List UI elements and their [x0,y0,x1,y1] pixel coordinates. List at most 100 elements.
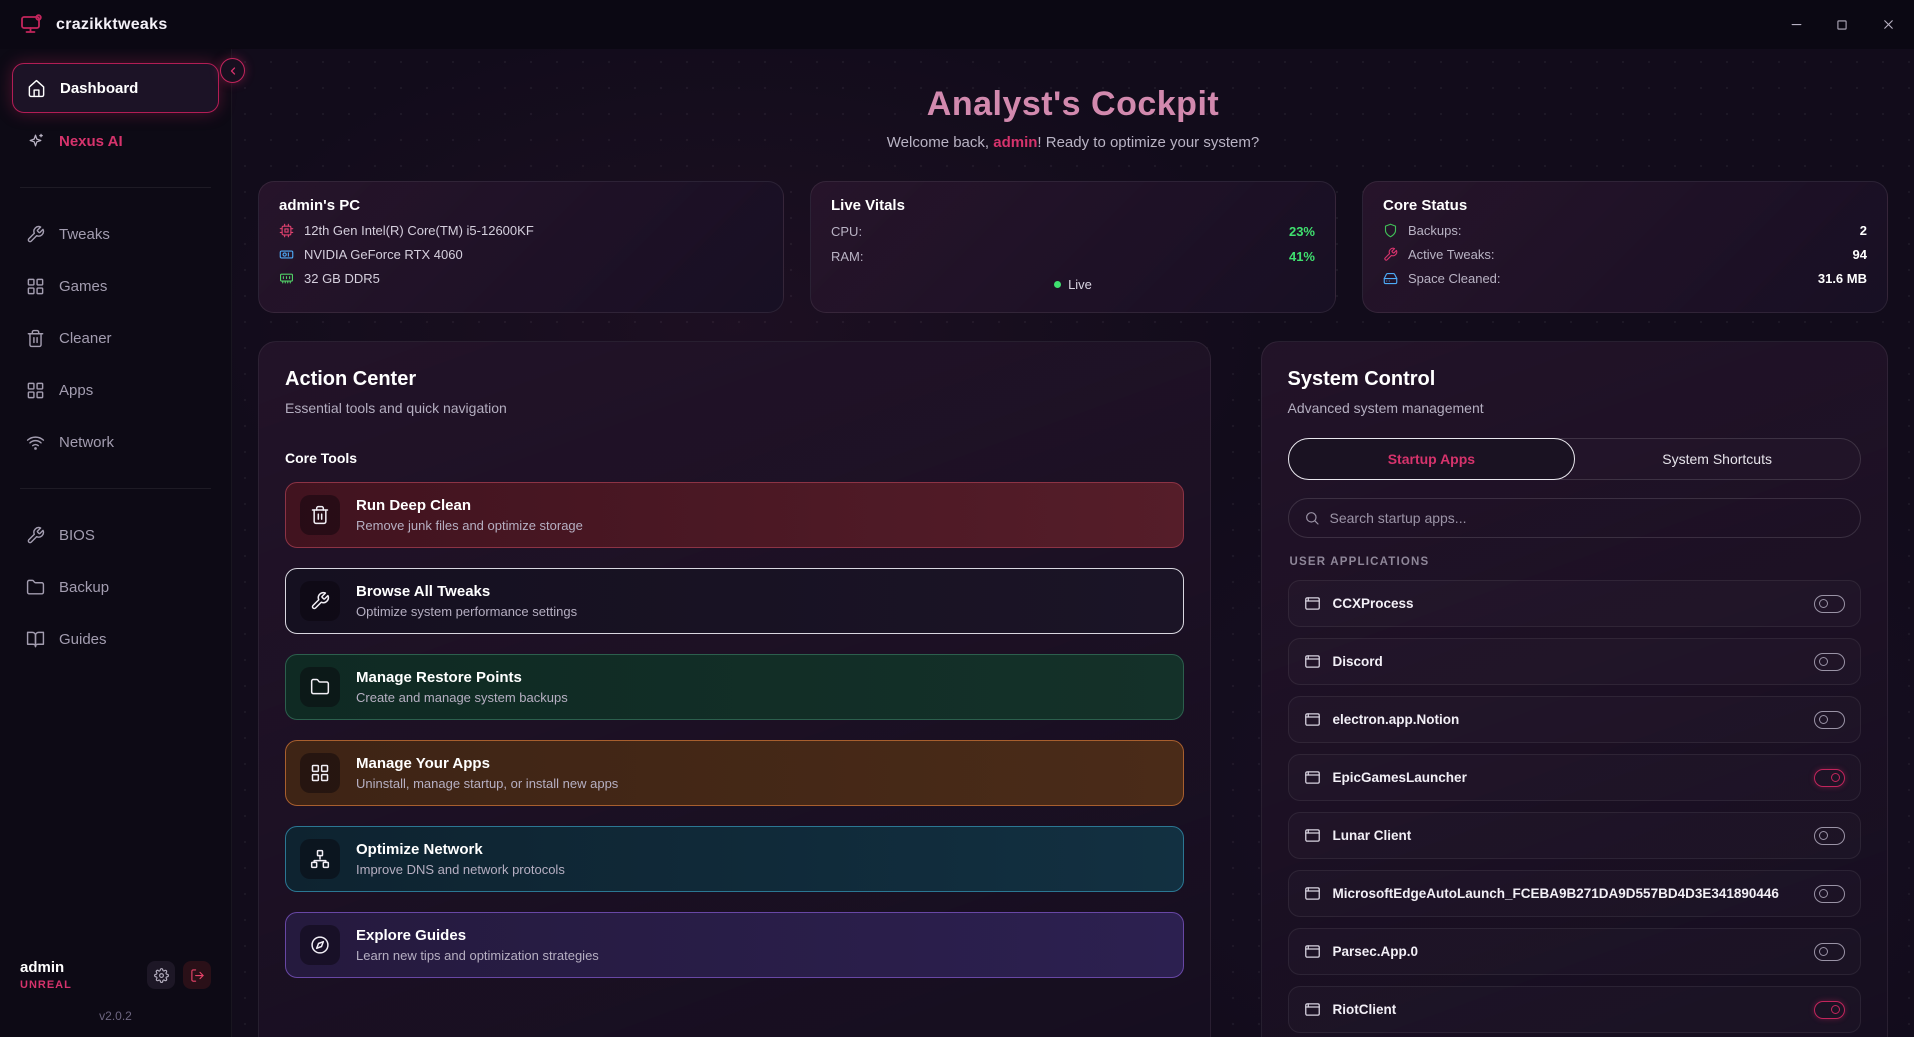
startup-app-row[interactable]: Lunar Client [1287,812,1861,859]
app-window-icon [1304,829,1320,842]
startup-toggle[interactable] [1814,768,1845,787]
home-icon [28,79,45,97]
spec-text: 12th Gen Intel(R) Core(TM) i5-12600KF [304,223,534,238]
status-row-tweaks: Active Tweaks: 94 [1383,247,1867,262]
sidebar-divider [20,488,211,489]
startup-app-row[interactable]: electron.app.Notion [1287,696,1861,743]
app-window-icon [1304,655,1320,668]
sidebar-divider [20,187,211,188]
explore-guides-button[interactable]: Explore Guides Learn new tips and optimi… [285,912,1184,978]
sparkles-icon [29,133,43,146]
sidebar-collapse-button[interactable] [220,58,245,83]
status-value: 2 [1859,223,1867,238]
minimize-button[interactable] [1788,17,1804,33]
panel-subtitle: Essential tools and quick navigation [285,400,507,416]
card-title: admin's PC [279,197,361,214]
logout-button[interactable] [183,961,211,989]
spec-text: NVIDIA GeForce RTX 4060 [304,247,463,262]
browse-all-tweaks-button[interactable]: Browse All Tweaks Optimize system perfor… [285,568,1184,634]
wrench-icon [300,581,340,621]
compass-icon [300,925,340,965]
app-version: v2.0.2 [99,1009,132,1023]
welcome-suffix: ! Ready to optimize your system? [1037,134,1260,151]
sidebar-item-cleaner[interactable]: Cleaner [12,316,219,360]
live-status: Live [831,277,1315,292]
startup-app-row[interactable]: RiotClient [1287,986,1861,1033]
maximize-button[interactable] [1834,17,1850,33]
optimize-network-button[interactable]: Optimize Network Improve DNS and network… [285,826,1184,892]
welcome-message: Welcome back, admin! Ready to optimize y… [258,134,1888,151]
tab-startup-apps[interactable]: Startup Apps [1287,438,1576,480]
app-logo-icon [18,12,44,38]
startup-app-row[interactable]: MicrosoftEdgeAutoLaunch_FCEBA9B271DA9D55… [1287,870,1861,917]
window-controls [1788,17,1896,33]
action-subtitle: Remove junk files and optimize storage [356,518,583,533]
sidebar-item-network[interactable]: Network [12,420,219,464]
system-control-panel: System Control Advanced system managemen… [1260,341,1888,1037]
core-status-card: Core Status Backups: 2 Active Tweaks: 94… [1362,181,1888,313]
startup-app-name: electron.app.Notion [1332,712,1460,727]
metric-label: RAM: [831,249,864,264]
sidebar-item-games[interactable]: Games [12,264,219,308]
manage-restore-points-button[interactable]: Manage Restore Points Create and manage … [285,654,1184,720]
user-tier-badge: UNREAL [20,979,72,991]
grid-icon [300,753,340,793]
sidebar-item-nexus-ai[interactable]: Nexus AI [12,119,219,163]
startup-toggle[interactable] [1814,710,1845,729]
sidebar-item-label: Network [59,433,115,451]
user-section: admin UNREAL v2.0.2 [12,949,219,1029]
app-window-icon [1304,597,1320,610]
sidebar-item-apps[interactable]: Apps [12,368,219,412]
cpu-icon [279,223,294,238]
panel-subtitle: Advanced system management [1287,400,1484,416]
sidebar-item-label: Nexus AI [59,132,123,150]
title-bar: crazikktweaks [0,0,1914,49]
sidebar-item-label: Backup [59,578,110,596]
action-title: Manage Your Apps [356,755,490,772]
status-label: Backups: [1408,223,1462,238]
sidebar-item-dashboard[interactable]: Dashboard [12,63,219,113]
card-title: Core Status [1383,197,1468,214]
run-deep-clean-button[interactable]: Run Deep Clean Remove junk files and opt… [285,482,1184,548]
sidebar-item-backup[interactable]: Backup [12,565,219,609]
close-button[interactable] [1880,17,1896,33]
sidebar-item-label: Apps [59,381,94,399]
action-title: Run Deep Clean [356,497,472,514]
search-input[interactable] [1329,510,1845,526]
startup-app-row[interactable]: Parsec.App.0 [1287,928,1861,975]
startup-toggle[interactable] [1814,1000,1845,1019]
tab-system-shortcuts[interactable]: System Shortcuts [1662,451,1772,467]
startup-app-row[interactable]: CCXProcess [1287,580,1861,627]
app-window-icon [1304,713,1320,726]
panels-row: Action Center Essential tools and quick … [258,341,1888,1037]
folder-icon [300,667,340,707]
startup-toggle[interactable] [1814,826,1845,845]
search-bar[interactable] [1287,498,1861,538]
startup-toggle[interactable] [1814,942,1845,961]
action-subtitle: Learn new tips and optimization strategi… [356,948,599,963]
sidebar-item-tweaks[interactable]: Tweaks [12,212,219,256]
status-label: Active Tweaks: [1408,247,1495,262]
startup-app-row[interactable]: Discord [1287,638,1861,685]
action-title: Browse All Tweaks [356,583,491,600]
startup-app-name: EpicGamesLauncher [1332,770,1467,785]
status-row-backups: Backups: 2 [1383,223,1867,238]
sidebar-item-guides[interactable]: Guides [12,617,219,661]
startup-toggle[interactable] [1814,884,1845,903]
startup-app-name: CCXProcess [1332,596,1414,611]
manage-your-apps-button[interactable]: Manage Your Apps Uninstall, manage start… [285,740,1184,806]
live-dot-icon [1054,281,1062,288]
trash-icon [27,329,44,347]
settings-button[interactable] [147,961,175,989]
app-window-icon [1304,771,1320,784]
sidebar-item-label: Dashboard [60,79,139,97]
startup-app-row[interactable]: EpicGamesLauncher [1287,754,1861,801]
startup-app-name: MicrosoftEdgeAutoLaunch_FCEBA9B271DA9D55… [1332,886,1779,901]
startup-toggle[interactable] [1814,594,1845,613]
spec-row-gpu: NVIDIA GeForce RTX 4060 [279,247,763,262]
startup-toggle[interactable] [1814,652,1845,671]
sidebar-item-bios[interactable]: BIOS [12,513,219,557]
page-title: Analyst's Cockpit [926,85,1220,123]
book-icon [26,631,45,647]
